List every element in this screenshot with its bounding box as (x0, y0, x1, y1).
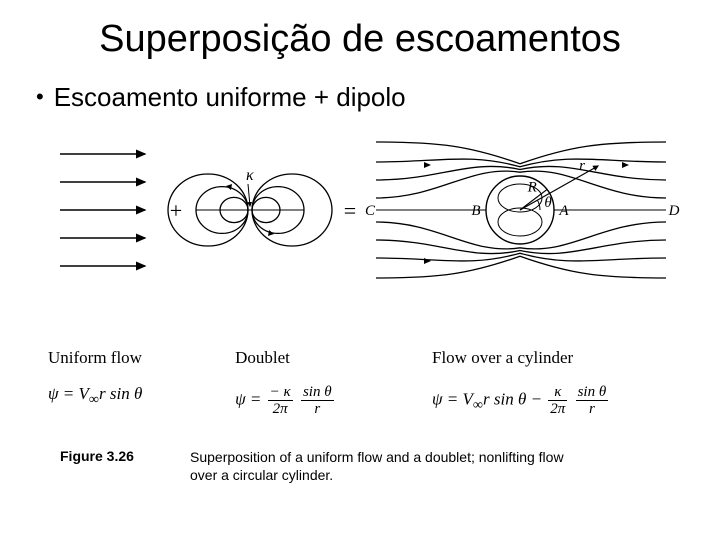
figure-text: Superposition of a uniform flow and a do… (190, 448, 650, 484)
bullet-dot-icon: • (36, 84, 44, 110)
svg-text:C: C (365, 203, 376, 219)
svg-text:θ: θ (544, 195, 552, 211)
slide: Superposição de escoamentos • Escoamento … (0, 0, 720, 540)
equation-uniform: ψ = V∞r sin θ (48, 384, 235, 408)
svg-text:+: + (170, 198, 182, 223)
figure-diagram: + κ = C D B A Rr θ (60, 136, 680, 336)
caption-uniform: Uniform flow (48, 348, 235, 368)
bullet-line: • Escoamento uniforme + dipolo (36, 82, 406, 113)
figure-caption: Figure 3.26 Superposition of a uniform f… (60, 448, 680, 484)
page-title: Superposição de escoamentos (0, 18, 720, 61)
svg-text:=: = (344, 198, 356, 223)
bullet-text: Escoamento uniforme + dipolo (54, 82, 406, 112)
figure-number: Figure 3.26 (60, 448, 190, 484)
svg-text:A: A (558, 203, 569, 219)
captions-row: Uniform flow Doublet Flow over a cylinde… (48, 348, 688, 417)
equation-doublet: ψ = − κ2π sin θr (235, 384, 432, 417)
svg-text:κ: κ (246, 167, 254, 184)
svg-text:D: D (668, 203, 680, 219)
svg-text:r: r (579, 158, 585, 174)
svg-text:B: B (471, 203, 480, 219)
svg-text:R: R (527, 179, 537, 195)
caption-doublet: Doublet (235, 348, 432, 368)
equation-cylinder: ψ = V∞r sin θ − κ2π sin θr (432, 384, 688, 417)
caption-cylinder: Flow over a cylinder (432, 348, 688, 368)
